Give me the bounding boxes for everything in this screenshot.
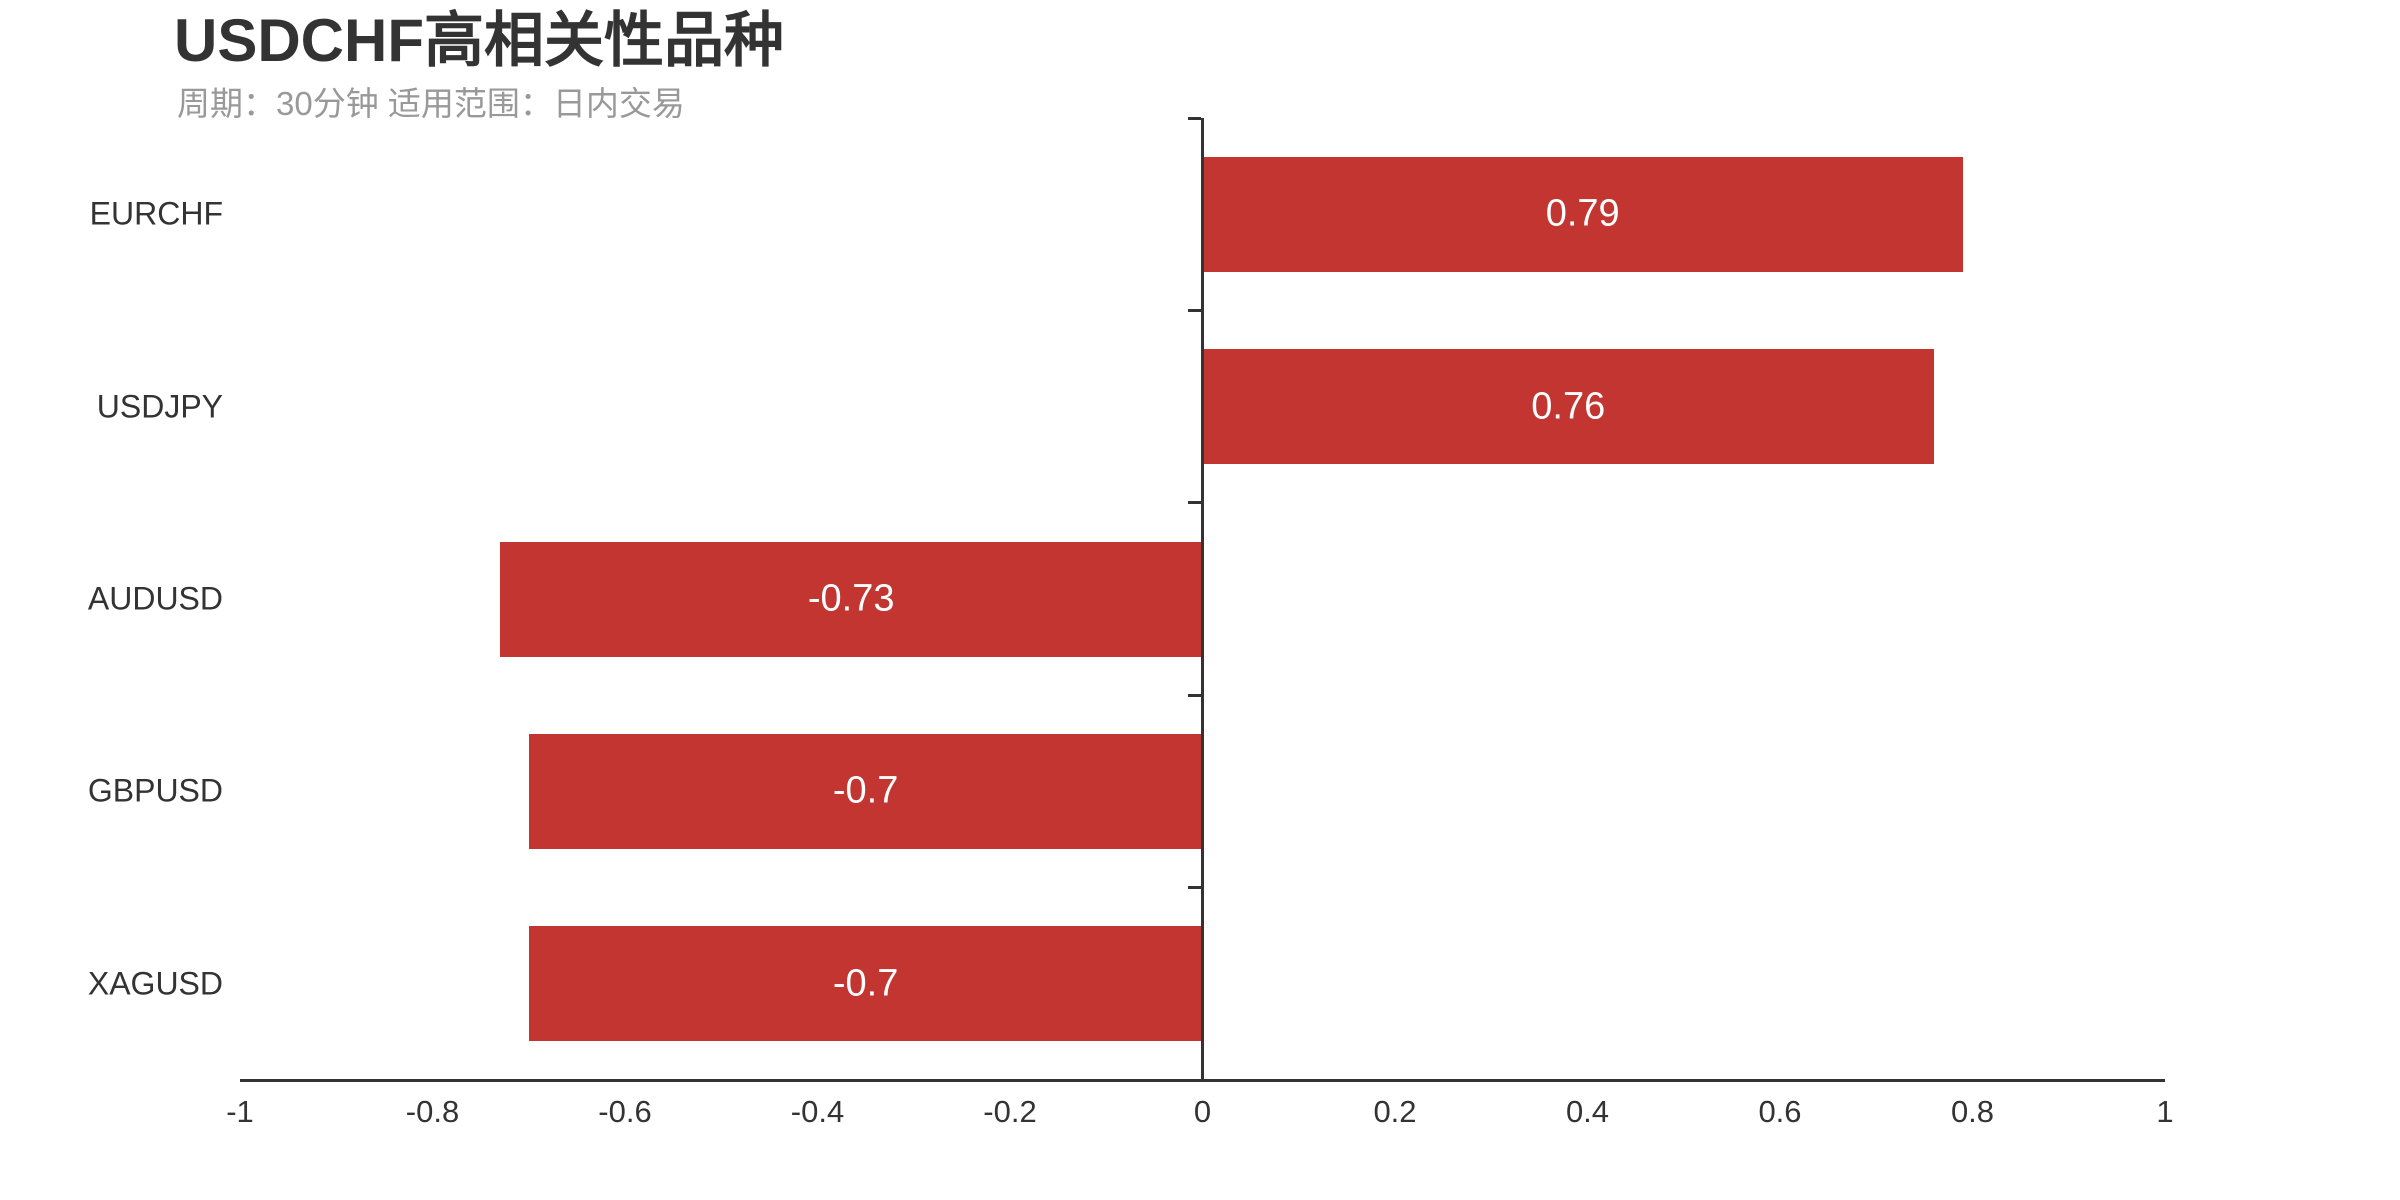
bar-eurchf[interactable]: 0.79 — [1202, 156, 1963, 272]
x-tick-label: 1 — [2156, 1094, 2174, 1129]
bar-xagusd[interactable]: -0.7 — [528, 926, 1203, 1042]
x-tick-label: -0.4 — [790, 1094, 845, 1129]
y-axis-tick — [1188, 116, 1201, 120]
category-label: USDJPY — [96, 388, 223, 425]
bar-audusd[interactable]: -0.73 — [499, 541, 1203, 657]
bar-value-label: 0.76 — [1531, 385, 1606, 428]
bar-value-label: -0.73 — [807, 577, 895, 620]
y-axis-tick — [1188, 308, 1201, 312]
x-tick-label: -0.2 — [983, 1094, 1037, 1129]
bar-gbpusd[interactable]: -0.7 — [528, 733, 1203, 849]
x-tick-label: 0.6 — [1758, 1094, 1802, 1129]
x-tick-label: -0.8 — [405, 1094, 460, 1129]
x-tick-label: -1 — [226, 1094, 254, 1129]
y-axis-tick — [1188, 886, 1201, 890]
bar-value-label: -0.7 — [832, 769, 899, 812]
x-tick-label: 0 — [1193, 1094, 1212, 1129]
category-label: EURCHF — [89, 195, 223, 232]
bar-value-label: -0.7 — [832, 962, 899, 1005]
y-axis-tick — [1188, 693, 1201, 697]
category-label: GBPUSD — [87, 772, 223, 809]
x-tick-label: -0.6 — [598, 1094, 652, 1129]
y-axis-tick — [1188, 501, 1201, 505]
chart-subtitle: 周期：30分钟 适用范围：日内交易 — [177, 85, 685, 122]
category-label: XAGUSD — [87, 965, 223, 1002]
bar-value-label: 0.79 — [1545, 192, 1620, 235]
y-axis-line — [1201, 118, 1204, 1080]
bar-usdjpy[interactable]: 0.76 — [1202, 349, 1934, 465]
category-label: AUDUSD — [87, 580, 223, 617]
chart-title: USDCHF高相关性品种 — [174, 7, 784, 74]
x-tick-label: 0.2 — [1373, 1094, 1417, 1129]
x-tick-label: 0.8 — [1950, 1094, 1995, 1129]
x-axis-line — [240, 1078, 2165, 1082]
x-tick-label: 0.4 — [1565, 1094, 1610, 1129]
